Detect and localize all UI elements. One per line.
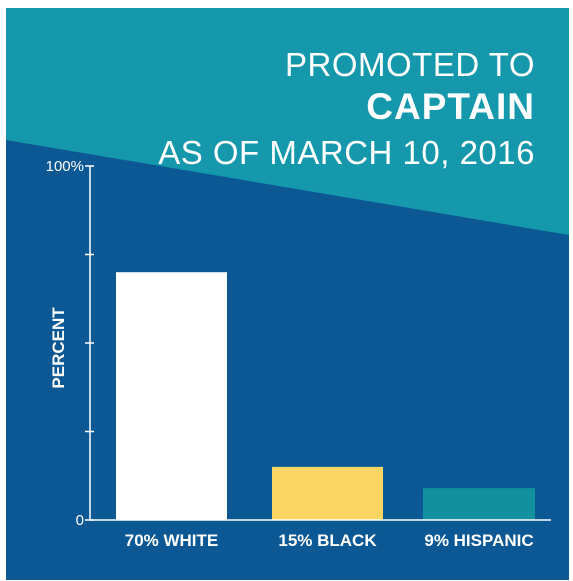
infographic-frame: PROMOTED TO CAPTAIN AS OF MARCH 10, 2016… (6, 8, 569, 580)
title-line-captain: CAPTAIN (366, 86, 535, 127)
category-label-2: 15% BLACK (278, 531, 377, 550)
bar-3 (423, 488, 535, 520)
bar-1 (116, 272, 227, 520)
bar-chart: 0 100% 70% WHITE 15% BLACK 9% HISPANIC PERCEN… (46, 158, 551, 550)
bar-2 (272, 466, 383, 520)
y-tick-label-100: 100% (46, 158, 84, 175)
title-line-date: AS OF MARCH 10, 2016 (158, 134, 535, 171)
category-label-1: 70% WHITE (125, 531, 219, 550)
y-axis-label: PERCENT (49, 307, 68, 389)
y-tick-label-0: 0 (76, 512, 84, 529)
title-line-promoted-to: PROMOTED TO (285, 46, 535, 83)
category-label-3: 9% HISPANIC (424, 531, 533, 550)
